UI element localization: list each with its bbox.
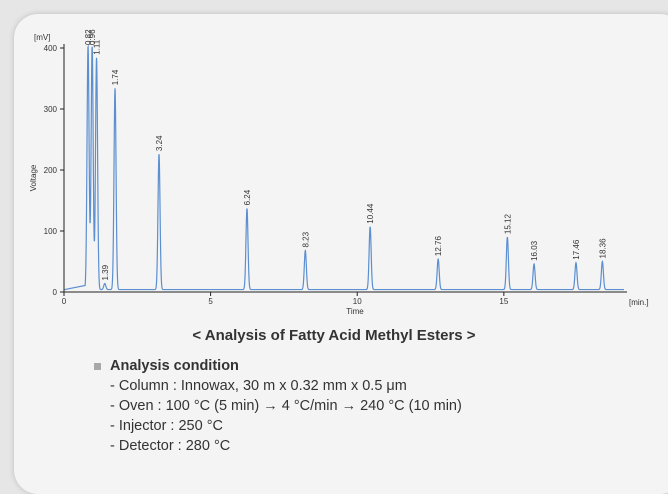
peak-label: 8.23 bbox=[301, 231, 310, 247]
conditions-heading: Analysis condition bbox=[94, 356, 462, 376]
peak-label: 10.44 bbox=[366, 203, 375, 224]
square-bullet-icon bbox=[94, 362, 101, 370]
x-tick-label: 0 bbox=[62, 297, 67, 306]
conditions-list: - Column : Innowax, 30 m x 0.32 mm x 0.5… bbox=[94, 376, 462, 456]
x-tick-label: 10 bbox=[353, 297, 362, 306]
peak-label: 16.03 bbox=[530, 240, 539, 261]
peak-label: 6.24 bbox=[243, 189, 252, 205]
peak-label: 0.82 bbox=[84, 29, 93, 45]
conditions-heading-text: Analysis condition bbox=[110, 358, 239, 374]
y-tick-label: 0 bbox=[53, 288, 58, 297]
x-axis-title: Time bbox=[346, 307, 364, 316]
peak-label: 15.12 bbox=[503, 214, 512, 235]
peak-label: 1.11 bbox=[93, 39, 102, 55]
peak-label: 1.74 bbox=[111, 69, 120, 85]
condition-detector: - Detector : 280 °C bbox=[110, 438, 231, 454]
peak-label: 18.36 bbox=[598, 238, 607, 259]
condition-oven: - Oven : 100 °C (5 min) → 4 °C/min → 240… bbox=[110, 398, 462, 414]
y-tick-label: 200 bbox=[44, 166, 58, 175]
peak-label: 0.96 bbox=[88, 29, 97, 45]
figure-card bbox=[14, 14, 668, 494]
y-unit-label: [mV] bbox=[34, 33, 50, 42]
y-tick-label: 100 bbox=[44, 227, 58, 236]
y-axis-title: Voltage bbox=[29, 164, 38, 191]
peak-label: 3.24 bbox=[155, 135, 164, 151]
x-unit-label: [min.] bbox=[629, 298, 649, 307]
condition-column: - Column : Innowax, 30 m x 0.32 mm x 0.5… bbox=[110, 378, 407, 394]
peak-label: 1.39 bbox=[101, 264, 110, 280]
chromatogram-trace bbox=[64, 44, 625, 291]
chart-caption: < Analysis of Fatty Acid Methyl Esters > bbox=[192, 327, 476, 344]
peak-label: 17.46 bbox=[572, 239, 581, 260]
analysis-conditions: Analysis condition - Column : Innowax, 3… bbox=[94, 356, 462, 456]
y-tick-label: 400 bbox=[44, 44, 58, 53]
peak-label: 12.76 bbox=[434, 236, 443, 257]
condition-injector: - Injector : 250 °C bbox=[110, 418, 223, 434]
y-tick-label: 300 bbox=[44, 105, 58, 114]
x-tick-label: 5 bbox=[208, 297, 213, 306]
x-tick-label: 15 bbox=[499, 297, 508, 306]
